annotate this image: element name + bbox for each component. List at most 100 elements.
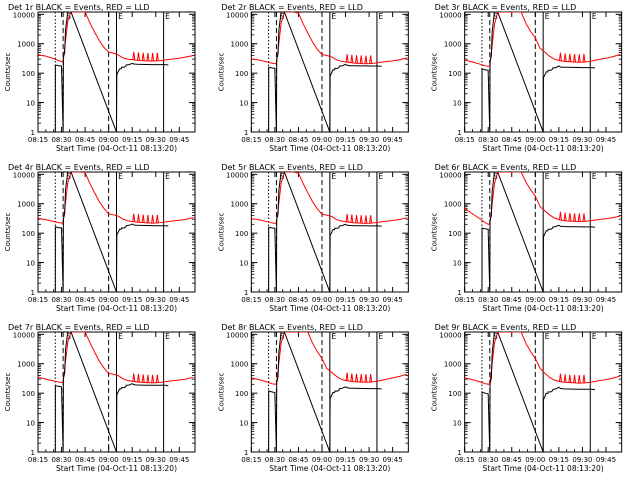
lld-spike [577,54,581,63]
lld-series-line [251,172,407,224]
x-tick-label: 08:45 [288,456,308,464]
lld-spike [577,375,581,384]
x-tick-label: 09:30 [572,136,592,144]
lld-spike [136,52,140,61]
lld-spike [151,215,155,224]
y-tick-label: 1000 [444,41,462,49]
lld-spike [359,215,363,224]
x-tick-label: 09:30 [359,456,379,464]
lld-spike [345,54,349,63]
y-tick-label: 10 [453,100,462,108]
x-tick-label: 09:00 [525,136,545,144]
chart-title: Det 6r BLACK = Events, RED = LLD [435,163,577,172]
x-tick-label: 08:30 [478,456,498,464]
lld-spike [355,214,359,223]
x-tick-label: 08:15 [455,296,475,304]
y-tick-label: 10000 [226,171,248,179]
lld-spike [558,373,562,382]
y-tick-label: 100 [22,230,35,238]
series-group [38,332,194,452]
x-tick-label: 08:30 [265,136,285,144]
marker-label: E [165,172,170,181]
lld-spike [141,374,145,383]
lld-spike [146,374,150,383]
x-tick-label: 09:45 [383,456,403,464]
y-tick-label: 1000 [444,361,462,369]
lld-spike [369,373,373,383]
marker-label: E [379,172,384,181]
lld-spike [136,373,140,383]
y-tick-label: 10000 [13,331,35,339]
lld-spike [568,53,572,62]
x-tick-label: 09:15 [549,296,569,304]
chart-panel-4: Det 4r BLACK = Events, RED = LLD 1 10 100 10… [4,163,196,313]
lld-spike [573,374,577,383]
y-tick-label: 1000 [17,361,35,369]
lld-spike [151,52,155,62]
lld-spike [155,374,159,383]
lld-spike [582,213,586,222]
series-group [251,12,407,132]
lld-spike [369,55,373,64]
x-tick-label: 09:15 [335,136,355,144]
lld-spike [568,374,572,383]
x-tick-label: 09:00 [525,296,545,304]
x-tick-label: 08:15 [241,296,261,304]
lld-spike [364,215,368,224]
y-tick-label: 1 [244,449,248,457]
x-axis-label: Start Time (04-Oct-11 08:13:20) [56,144,177,153]
lld-series-line [251,12,407,65]
x-tick-label: 08:15 [28,456,48,464]
y-tick-label: 10000 [13,11,35,19]
lld-spike [151,374,155,383]
marker-label: E [592,12,597,21]
lld-spike [155,214,159,223]
x-tick-label: 09:45 [596,136,616,144]
series-group [464,12,621,132]
x-tick-label: 08:15 [28,136,48,144]
x-tick-label: 09:15 [335,456,355,464]
lld-spike [359,55,363,64]
y-tick-label: 1000 [444,201,462,209]
x-tick-label: 09:45 [383,296,403,304]
lld-series-line [38,12,194,63]
x-tick-label: 08:30 [51,296,71,304]
lld-spike [146,214,150,223]
y-tick-label: 10000 [226,11,248,19]
events-series-line [54,172,169,292]
lld-series-line [251,332,407,385]
lld-spike [136,214,140,223]
series-group [251,332,407,452]
chart-title: Det 9r BLACK = Events, RED = LLD [435,323,577,332]
lld-spike [563,212,567,221]
lld-spike [573,53,577,63]
chart-panel-8: Det 8r BLACK = Events, RED = LLD 1 10 100 10… [217,323,409,473]
chart-panel-7: Det 7r BLACK = Events, RED = LLD 1 10 100 10… [4,323,196,473]
events-series-line [268,172,382,292]
events-series-line [268,332,382,452]
x-tick-label: 08:15 [241,136,261,144]
chart-panel-1: Det 1r BLACK = Events, RED = LLD 1 10 100 10… [4,3,196,153]
lld-spike [573,213,577,222]
y-axis-label: Counts/sec [431,213,439,252]
y-axis-label: Counts/sec [431,53,439,92]
lld-spike [563,374,567,383]
marker-label: E [331,172,336,181]
chart-title: Det 5r BLACK = Events, RED = LLD [221,163,363,172]
lld-spike [568,212,572,222]
x-tick-label: 09:30 [359,296,379,304]
x-axis-label: Start Time (04-Oct-11 08:13:20) [269,144,390,153]
lld-spike [345,213,349,222]
x-axis-label: Start Time (04-Oct-11 08:13:20) [56,304,177,313]
y-tick-label: 1000 [231,361,249,369]
lld-spike [146,52,150,61]
events-series-line [54,332,169,452]
lld-spike [369,215,373,224]
lld-series-line [464,172,621,225]
marker-label: S [280,172,285,181]
events-series-line [481,172,596,292]
lld-spike [558,52,562,61]
y-tick-label: 1 [31,449,35,457]
lld-spike [577,213,581,222]
y-axis-label: Counts/sec [431,373,439,412]
